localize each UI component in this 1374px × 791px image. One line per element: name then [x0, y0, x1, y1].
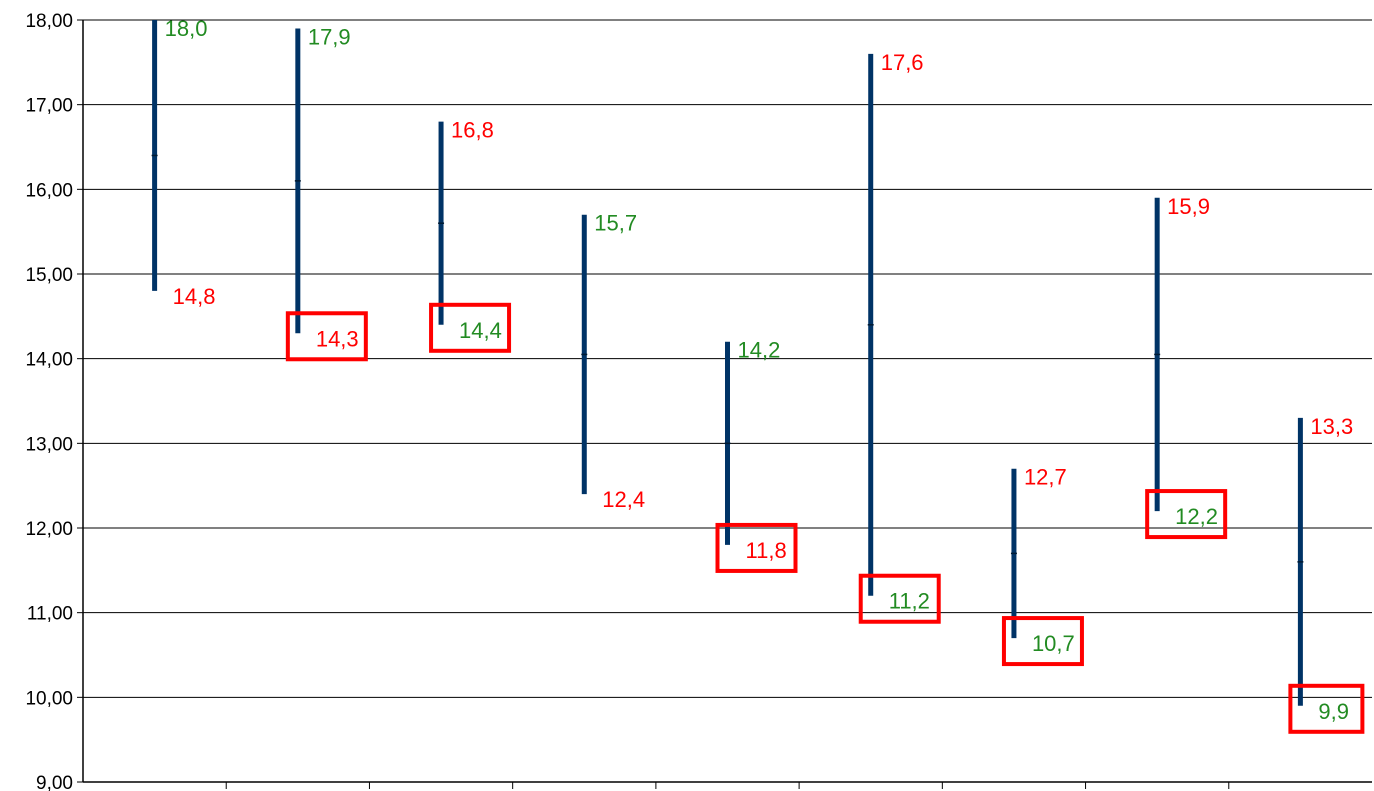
low-label: 11,2	[889, 589, 930, 614]
low-label: 10,7	[1032, 631, 1075, 656]
low-label: 14,4	[459, 318, 502, 343]
low-label: 12,4	[602, 487, 645, 512]
low-label: 14,8	[173, 284, 216, 309]
highlight-box	[429, 302, 512, 353]
high-label: 15,7	[594, 211, 637, 236]
data-labels: 18,0 14,8 17,9 14,3 16,8 14,4 15,7 12,4 14,2 11,8…	[165, 16, 1365, 734]
highlight-box	[715, 522, 798, 573]
hi-lo-bars	[151, 20, 1304, 706]
highlight-box	[1001, 616, 1084, 667]
highlight-box	[1288, 683, 1365, 734]
high-label: 14,2	[738, 338, 781, 363]
high-label: 18,0	[165, 16, 208, 41]
y-tick-label: 13,00	[25, 434, 73, 455]
y-tick-label: 18,00	[25, 11, 73, 32]
y-tick-label: 16,00	[25, 180, 73, 201]
high-label: 15,9	[1167, 194, 1210, 219]
x-axis	[83, 781, 1372, 789]
y-tick-label: 17,00	[25, 96, 73, 117]
y-tick-label: 11,00	[27, 604, 73, 625]
high-label: 12,7	[1024, 465, 1067, 490]
y-tick-label: 15,00	[25, 265, 73, 286]
high-label: 17,9	[308, 24, 351, 49]
y-tick-label: 9,00	[36, 773, 73, 791]
high-label: 16,8	[451, 118, 494, 143]
highlight-box	[1145, 489, 1228, 540]
low-label: 14,3	[316, 326, 359, 351]
y-tick-label: 10,00	[25, 688, 73, 709]
y-tick-label: 12,00	[25, 519, 73, 540]
low-label: 11,8	[746, 538, 787, 563]
high-label: 13,3	[1310, 414, 1353, 439]
y-axis: 9,00 10,00 11,00 12,00 13,00 14,00 15,00 16,00 1…	[25, 11, 84, 791]
high-label: 17,6	[881, 50, 924, 75]
y-tick-label: 14,00	[25, 350, 73, 371]
low-label: 9,9	[1318, 699, 1349, 724]
low-label: 12,2	[1175, 504, 1218, 529]
highlight-box	[858, 573, 941, 624]
highlight-box	[285, 311, 368, 362]
